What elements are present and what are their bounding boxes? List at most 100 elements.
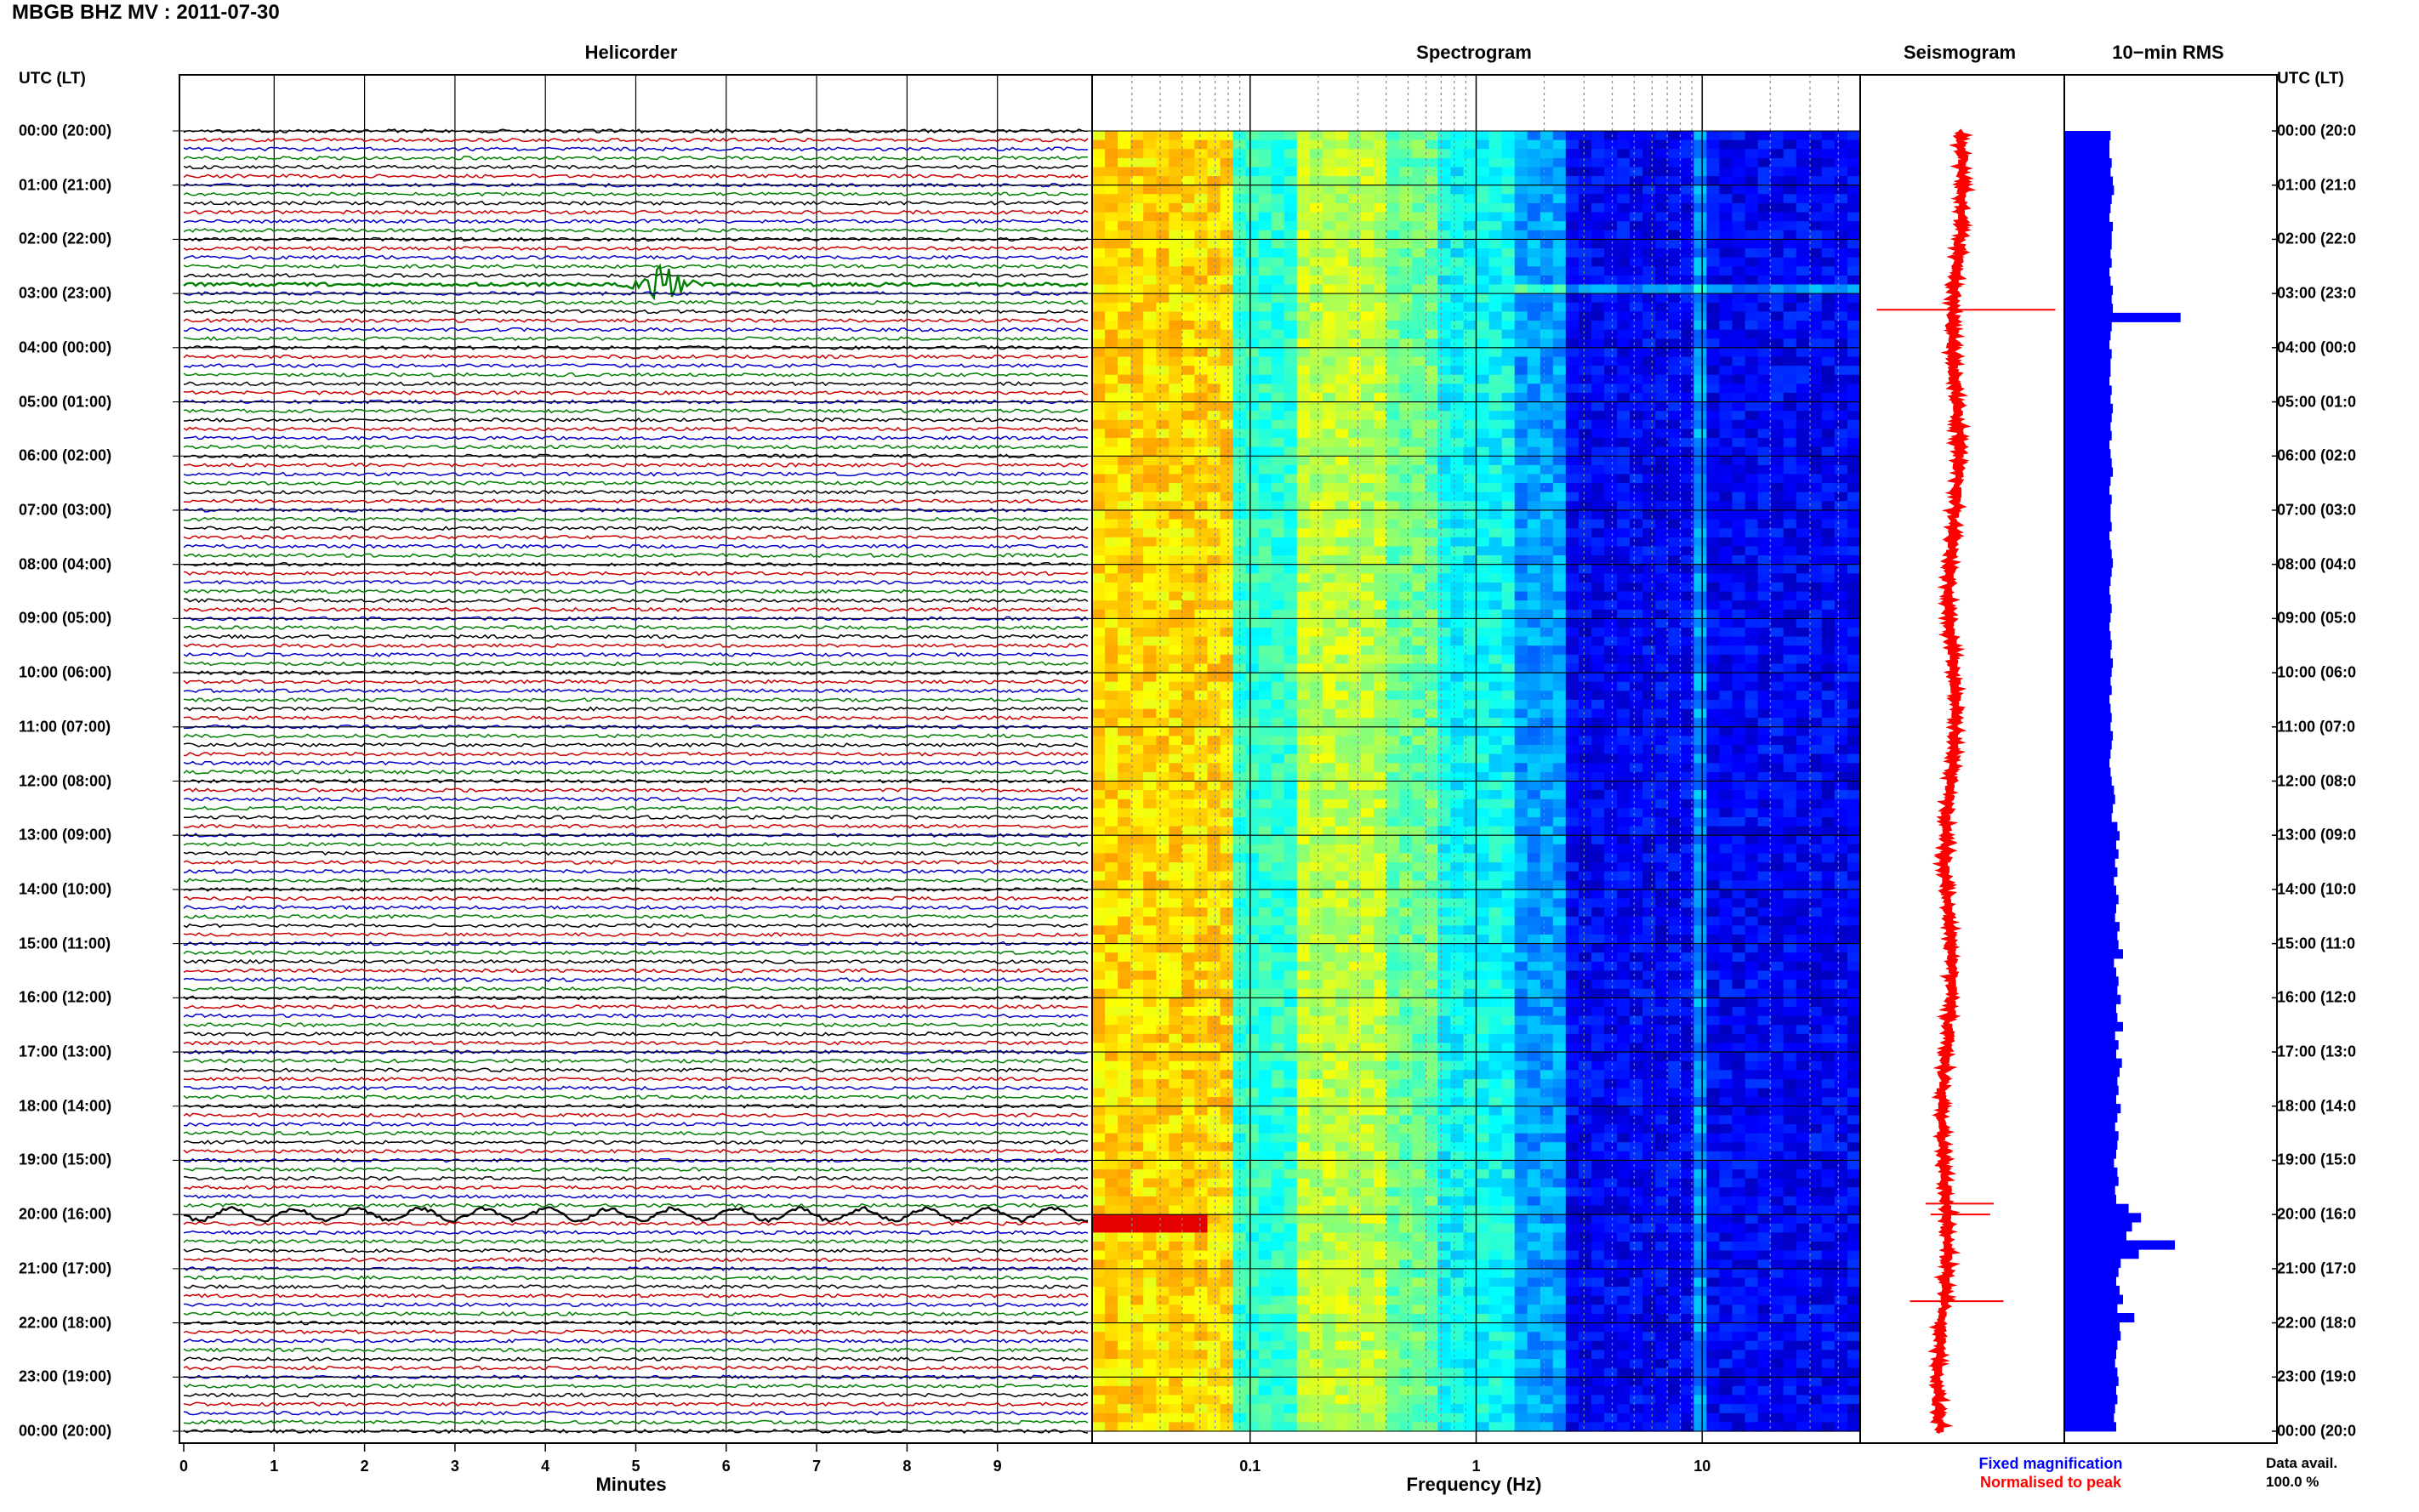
spectrogram-cell [1245,167,1260,177]
spectrogram-cell [1463,1259,1477,1270]
spectrogram-cell [1245,456,1260,466]
spectrogram-cell [1245,771,1260,782]
spectrogram-cell [1092,239,1106,249]
spectrogram-cell [1207,1070,1221,1080]
spectrogram-cell [1220,1340,1234,1350]
spectrogram-cell [1348,853,1362,863]
spectrogram-cell [1488,691,1503,701]
spectrogram-cell [1194,699,1209,710]
spectrogram-cell [1386,366,1400,376]
spectrogram-cell [1335,139,1349,150]
spectrogram-cell [1245,1395,1260,1405]
spectrogram-cell [1130,1033,1144,1043]
spectrogram-cell [1450,1007,1465,1017]
spectrogram-cell [1118,1242,1131,1252]
spectrogram-cell [1488,862,1503,873]
spectrogram-cell [1207,691,1221,701]
spectrogram-cell [1258,781,1272,791]
spectrogram-cell [1425,483,1438,493]
spectrogram-cell [1322,464,1336,475]
spectrogram-cell [1181,1214,1195,1225]
spectrogram-cell [1169,1385,1182,1396]
spectrogram-cell [1386,1287,1400,1297]
spectrogram-cell [1374,1295,1387,1305]
spectrogram-cell [1181,212,1195,222]
spectrogram-cell [1399,988,1413,998]
spectrogram-cell [1092,1332,1106,1342]
spectrogram-cell [1105,293,1118,304]
spectrogram-cell [1105,239,1118,249]
spectrogram-cell [1399,185,1413,195]
spectrogram-cell [1425,771,1438,782]
spectrogram-cell [1361,952,1375,963]
spectrogram-cell [1258,284,1272,294]
spectrogram-cell [1399,826,1413,836]
time-label-right: 12:00 (08:0 [2277,772,2357,789]
spectrogram-cell [1335,609,1349,619]
spectrogram-cell [1374,907,1387,918]
spectrogram-cell [1527,275,1541,286]
time-label-left: 15:00 (11:00) [19,935,111,952]
spectrogram-cell [1463,663,1477,674]
spectrogram-cell [1501,1422,1516,1432]
spectrogram-cell [1322,446,1336,457]
spectrogram-cell [1437,1377,1451,1387]
spectrogram-cell [1335,329,1349,339]
spectrogram-cell [1412,1367,1426,1378]
spectrogram-cell [1207,157,1221,168]
spectrogram-cell [1181,898,1195,908]
spectrogram-cell [1181,293,1195,304]
spectrogram-cell [1118,275,1131,286]
spectrogram-cell [1361,510,1375,520]
spectrogram-cell [1476,673,1490,683]
spectrogram-cell [1488,429,1503,439]
spectrogram-cell [1322,1115,1336,1125]
spectrogram-cell [1245,321,1260,331]
spectrogram-cell [1207,1277,1221,1287]
spectrogram-cell [1361,636,1375,646]
spectrogram-cell [1386,501,1400,511]
spectrogram-cell [1322,663,1336,674]
spectrogram-cell [1105,519,1118,529]
spectrogram-cell [1258,1268,1272,1279]
spectrogram-cell [1374,1088,1387,1098]
spectrogram-cell [1156,799,1170,809]
spectrogram-cell [1463,935,1477,945]
spectrogram-cell [1271,456,1285,466]
spectrogram-cell [1335,654,1349,664]
spectrogram-cell [1143,149,1157,159]
spectrogram-cell [1143,681,1157,691]
spectrogram-cell [1399,600,1413,611]
spectrogram-cell [1283,157,1298,168]
spectrogram-cell [1322,321,1336,331]
spectrogram-cell [1296,275,1311,286]
spectrogram-cell [1399,1187,1413,1197]
spectrogram-cell [1118,1178,1131,1188]
time-label-right: 03:00 (23:0 [2277,284,2357,302]
spectrogram-cell [1309,799,1323,809]
spectrogram-cell [1156,1124,1170,1134]
spectrogram-cell [1092,284,1106,294]
spectrogram-cell [1501,1287,1516,1297]
spectrogram-cell [1092,1052,1106,1062]
spectrogram-cell [1335,429,1349,439]
spectrogram-cell [1463,1078,1477,1089]
spectrogram-cell [1156,1359,1170,1369]
spectrogram-cell [1476,564,1490,574]
spectrogram-cell [1181,230,1195,240]
spectrogram-cell [1181,555,1195,566]
spectrogram-cell [1361,1395,1375,1405]
spectrogram-cell [1169,176,1182,186]
spectrogram-cell [1271,1178,1285,1188]
spectrogram-cell [1374,573,1387,583]
spectrogram-cell [1232,474,1247,484]
spectrogram-cell [1194,1187,1209,1197]
spectrogram-cell [1130,230,1144,240]
spectrogram-cell [1322,781,1336,791]
spectrogram-cell [1118,510,1131,520]
spectrogram-cell [1450,691,1465,701]
spectrogram-cell [1194,338,1209,349]
spectrogram-cell [1348,1422,1362,1432]
spectrogram-cell [1194,1413,1209,1423]
spectrogram-cell [1399,1178,1413,1188]
